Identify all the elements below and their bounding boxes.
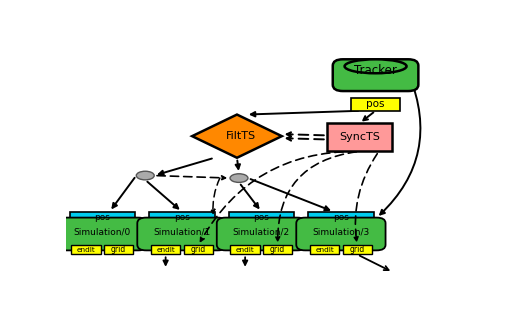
Text: grid: grid xyxy=(270,246,285,254)
Text: Simulation/2: Simulation/2 xyxy=(233,227,290,237)
FancyBboxPatch shape xyxy=(58,217,147,250)
Text: pos: pos xyxy=(174,213,190,221)
Bar xyxy=(104,245,134,254)
Text: endIt: endIt xyxy=(156,247,175,253)
Bar xyxy=(263,245,292,254)
Text: endIt: endIt xyxy=(77,247,96,253)
Text: Simulation/3: Simulation/3 xyxy=(312,227,370,237)
Bar xyxy=(70,212,135,222)
FancyBboxPatch shape xyxy=(137,217,227,250)
Bar xyxy=(351,98,400,111)
Bar xyxy=(310,245,339,254)
Text: pos: pos xyxy=(366,99,385,110)
Text: pos: pos xyxy=(95,213,110,221)
Text: Simulation/1: Simulation/1 xyxy=(153,227,210,237)
Bar xyxy=(308,212,373,222)
Text: Simulation/0: Simulation/0 xyxy=(74,227,131,237)
FancyBboxPatch shape xyxy=(217,217,306,250)
Bar xyxy=(184,245,213,254)
Bar xyxy=(327,123,392,151)
Ellipse shape xyxy=(136,171,154,180)
Ellipse shape xyxy=(345,59,407,73)
Text: grid: grid xyxy=(190,246,206,254)
Text: grid: grid xyxy=(350,246,365,254)
Text: pos: pos xyxy=(254,213,269,221)
Bar xyxy=(72,245,101,254)
Text: endIt: endIt xyxy=(236,247,255,253)
Text: pos: pos xyxy=(333,213,349,221)
Text: SyncTS: SyncTS xyxy=(339,132,380,143)
Bar xyxy=(149,212,215,222)
Text: Tracker: Tracker xyxy=(354,64,397,77)
FancyBboxPatch shape xyxy=(333,59,418,91)
Text: FiltTS: FiltTS xyxy=(226,131,256,141)
Bar xyxy=(342,245,372,254)
FancyBboxPatch shape xyxy=(296,217,386,250)
Polygon shape xyxy=(192,115,282,158)
Text: endIt: endIt xyxy=(315,247,334,253)
Bar xyxy=(151,245,180,254)
Text: grid: grid xyxy=(111,246,126,254)
Bar xyxy=(230,245,260,254)
Ellipse shape xyxy=(230,174,248,182)
Bar xyxy=(229,212,294,222)
